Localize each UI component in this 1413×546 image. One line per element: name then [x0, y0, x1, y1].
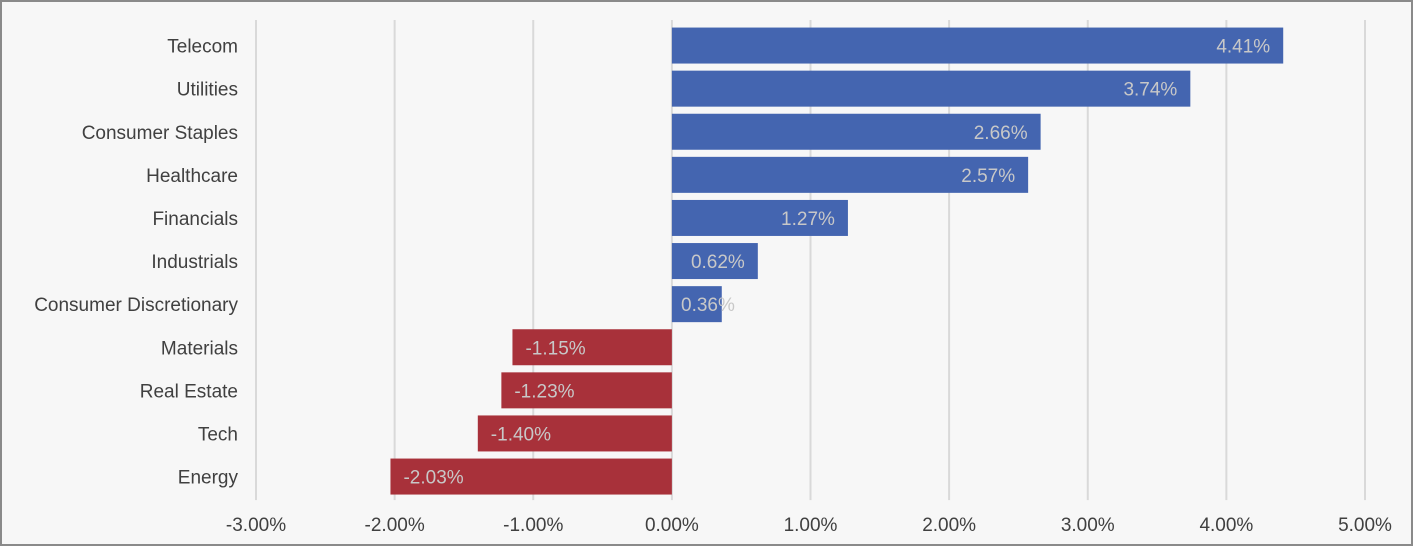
bar	[671, 70, 1191, 107]
category-label: Materials	[161, 338, 238, 359]
category-label: Real Estate	[140, 381, 238, 402]
bar	[501, 372, 672, 409]
x-tick-label: -1.00%	[503, 515, 563, 536]
data-label: -1.23%	[514, 381, 574, 402]
category-label: Telecom	[167, 37, 238, 58]
bar	[671, 27, 1284, 64]
category-label: Consumer Discretionary	[34, 295, 238, 316]
category-label: Energy	[178, 468, 239, 489]
data-label: 3.74%	[1123, 80, 1177, 101]
category-label: Financials	[152, 209, 238, 230]
data-label: 0.36%	[681, 295, 735, 316]
data-label: 4.41%	[1216, 37, 1270, 58]
bar	[671, 156, 1029, 193]
bars: 4.41% 3.74% 2.66% 2.57% 1.27% 0.62% 0.36% -1.15…	[390, 27, 1284, 495]
bar	[390, 458, 672, 495]
data-label: 0.62%	[691, 252, 745, 273]
data-label: 2.66%	[974, 123, 1028, 144]
x-tick-label: 0.00%	[645, 515, 699, 536]
bar	[477, 415, 672, 452]
data-label: 2.57%	[961, 166, 1015, 187]
category-label: Utilities	[177, 80, 238, 101]
category-labels: Telecom Utilities Consumer Staples Healthca…	[34, 37, 238, 489]
data-label: -2.03%	[403, 468, 463, 489]
category-label: Industrials	[151, 252, 238, 273]
x-tick-label: -2.00%	[365, 515, 425, 536]
bar	[671, 199, 848, 236]
data-label: 1.27%	[781, 209, 835, 230]
data-label: -1.40%	[491, 424, 551, 445]
bar	[671, 243, 758, 280]
x-axis-tick-labels: -3.00% -2.00% -1.00% 0.00% 1.00% 2.00% 3.00% 4.…	[226, 515, 1392, 536]
category-label: Healthcare	[146, 166, 238, 187]
x-tick-label: 1.00%	[784, 515, 838, 536]
x-tick-label: 4.00%	[1199, 515, 1253, 536]
x-tick-label: 2.00%	[922, 515, 976, 536]
data-label: -1.15%	[525, 338, 585, 359]
category-label: Tech	[198, 424, 238, 445]
x-tick-label: 5.00%	[1338, 515, 1392, 536]
category-label: Consumer Staples	[82, 123, 238, 144]
bar	[512, 329, 672, 366]
bar	[671, 286, 722, 323]
bar	[671, 113, 1041, 150]
x-tick-label: 3.00%	[1061, 515, 1115, 536]
x-tick-label: -3.00%	[226, 515, 286, 536]
